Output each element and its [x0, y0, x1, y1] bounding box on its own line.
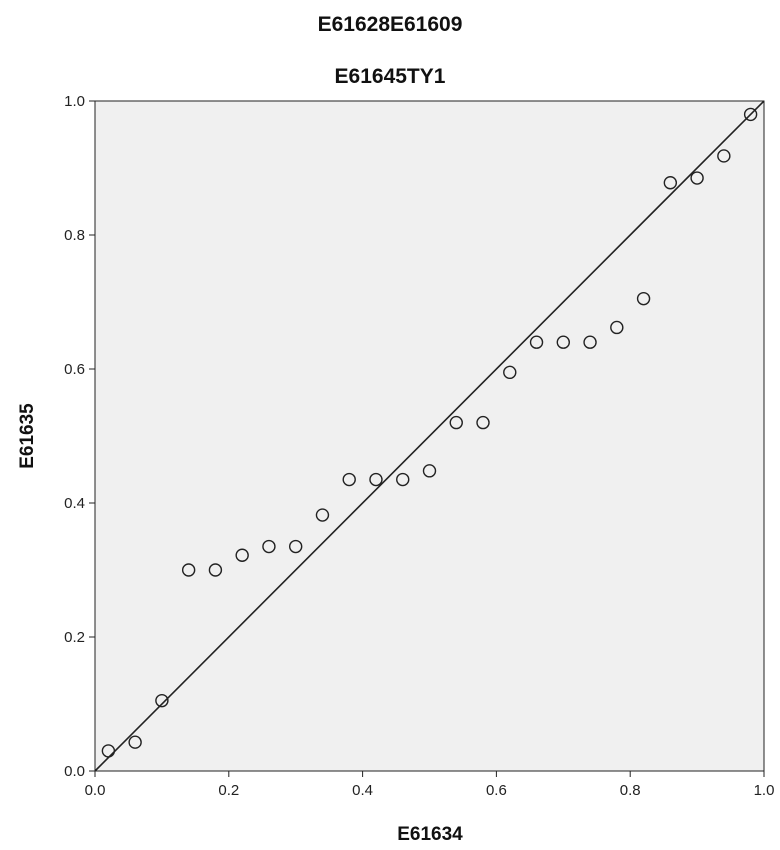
data-point [181, 563, 196, 577]
data-point [556, 335, 570, 349]
data-point [369, 472, 383, 487]
axes: 0.0 0.2 0.4 0.6 0.8 1.0 0.0 0.2 0.4 0.6 0.8 1.0 [64, 93, 774, 799]
reference-line-layer [94, 100, 765, 772]
reference-line [94, 100, 765, 772]
y-tick-label: 0.8 [64, 227, 85, 244]
data-point [636, 291, 651, 306]
data-point [235, 548, 249, 562]
data-point [128, 735, 142, 749]
y-tick-label: 0.2 [64, 629, 85, 646]
data-point [262, 539, 276, 554]
data-point [289, 539, 303, 554]
data-point [315, 508, 330, 522]
data-point [422, 464, 437, 478]
x-tick-label: 0.4 [352, 782, 373, 799]
chart-subtitle: E61645TY1 [334, 65, 446, 88]
data-point [690, 171, 704, 185]
x-axis-title: E61634 [397, 824, 463, 845]
y-tick-label: 0.6 [64, 361, 85, 378]
data-point [342, 472, 356, 487]
data-point [743, 107, 758, 122]
x-tick-label: 1.0 [754, 782, 775, 799]
data-point [155, 693, 169, 708]
data-point [503, 365, 517, 380]
data-point [663, 176, 678, 190]
data-point [396, 472, 410, 487]
data-point [449, 415, 463, 430]
y-axis-title: E61635 [17, 403, 38, 469]
points-layer [101, 107, 758, 758]
x-tick-label: 0.0 [85, 782, 106, 799]
y-tick-label: 0.4 [64, 495, 85, 512]
x-tick-label: 0.2 [218, 782, 239, 799]
x-tick-label: 0.8 [620, 782, 641, 799]
data-point [610, 320, 624, 335]
data-point [101, 744, 116, 758]
chart-title: E61628E61609 [317, 13, 463, 36]
x-tick-label: 0.6 [486, 782, 507, 799]
data-point [583, 335, 597, 349]
y-tick-label: 0.0 [64, 763, 85, 780]
y-tick-label: 1.0 [64, 93, 85, 110]
data-point [476, 415, 490, 430]
data-point [208, 563, 223, 577]
data-point [529, 335, 544, 349]
data-point [717, 149, 731, 163]
